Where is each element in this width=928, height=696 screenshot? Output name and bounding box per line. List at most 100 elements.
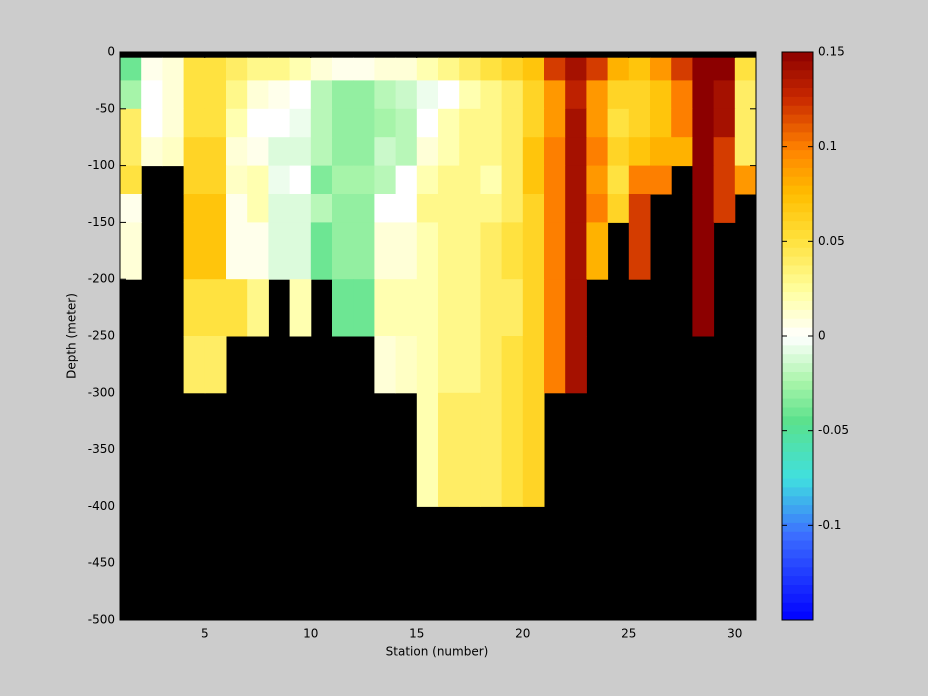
colorbar-swatch — [782, 131, 813, 142]
heatmap-cell — [480, 222, 503, 280]
heatmap-cell — [438, 222, 460, 280]
heatmap-cell — [416, 165, 439, 195]
heatmap-cell — [353, 279, 375, 337]
heatmap-cell — [332, 108, 354, 138]
heatmap-cell — [459, 80, 481, 110]
colorbar-tick-label: -0.05 — [818, 423, 849, 437]
colorbar-tick-label: 0 — [818, 329, 826, 343]
heatmap-cell — [544, 108, 566, 138]
heatmap-cell — [289, 80, 312, 110]
heatmap-cell — [713, 194, 736, 223]
heatmap-cell — [226, 165, 248, 195]
heatmap-cell — [268, 108, 291, 138]
colorbar-swatch — [782, 469, 813, 479]
heatmap-cell — [353, 222, 375, 280]
colorbar-swatch — [782, 407, 813, 417]
heatmap-cell — [332, 137, 354, 167]
y-tick-label: -350 — [88, 442, 115, 456]
colorbar-swatch — [782, 52, 813, 62]
heatmap-cell — [204, 137, 227, 167]
heatmap-cell — [183, 137, 206, 167]
heatmap-cell — [374, 137, 397, 167]
heatmap-cell — [183, 194, 206, 223]
heatmap-cell — [607, 108, 630, 138]
heatmap-cell — [692, 222, 715, 280]
colorbar-swatch — [782, 566, 813, 577]
y-tick-label: -450 — [88, 556, 115, 570]
heatmap-cell — [438, 108, 460, 138]
heatmap-cell — [565, 194, 587, 223]
heatmap-cell — [480, 392, 503, 507]
colorbar-swatch — [782, 229, 813, 239]
y-tick-label: -100 — [88, 158, 115, 172]
heatmap-cell — [247, 165, 269, 195]
heatmap-cell — [353, 165, 375, 195]
heatmap-cell — [480, 194, 503, 223]
colorbar-swatch — [782, 78, 813, 88]
heatmap-cell — [395, 80, 418, 110]
heatmap-cell — [395, 336, 418, 394]
heatmap-cell — [416, 336, 439, 394]
heatmap-cell — [565, 80, 587, 110]
heatmap-cell — [141, 137, 163, 167]
y-tick-label: 0 — [107, 45, 115, 59]
heatmap-cell — [226, 80, 248, 110]
colorbar-swatch — [782, 398, 813, 408]
heatmap-cell — [692, 194, 715, 223]
heatmap-cell — [628, 222, 651, 280]
heatmap-cell — [183, 57, 206, 81]
heatmap-cell — [374, 165, 397, 195]
heatmap-cell — [353, 137, 375, 167]
heatmap-cell — [650, 57, 672, 81]
heatmap-cell — [607, 80, 630, 110]
heatmap-cell — [162, 57, 185, 81]
heatmap-cell — [522, 222, 545, 280]
heatmap-cell — [628, 137, 651, 167]
heatmap-cell — [120, 222, 142, 280]
colorbar-swatch — [782, 176, 813, 186]
heatmap-cell — [332, 194, 354, 223]
heatmap-cell — [713, 57, 736, 81]
colorbar-swatch — [782, 549, 813, 559]
heatmap-cell — [395, 57, 418, 81]
colorbar-swatch — [782, 247, 813, 257]
heatmap-cell — [565, 279, 587, 337]
heatmap-cell — [522, 57, 545, 81]
colorbar-swatch — [782, 96, 813, 106]
heatmap-cell — [289, 165, 312, 195]
heatmap-cell — [459, 392, 481, 507]
heatmap-cell — [734, 137, 757, 167]
heatmap-cell — [480, 108, 503, 138]
colorbar-swatch — [782, 300, 813, 310]
heatmap-cell — [607, 194, 630, 223]
heatmap-cell — [374, 194, 397, 223]
colorbar-swatch — [782, 593, 813, 603]
heatmap-cell — [501, 222, 524, 280]
heatmap-cell — [247, 137, 269, 167]
heatmap-cell — [247, 80, 269, 110]
heatmap-cell — [565, 222, 587, 280]
heatmap-cell — [438, 137, 460, 167]
heatmap-cell — [713, 137, 736, 167]
heatmap-cell — [289, 222, 312, 280]
heatmap-cell — [204, 80, 227, 110]
heatmap-cell — [268, 194, 291, 223]
heatmap-cell — [522, 336, 545, 394]
heatmap-cell — [713, 165, 736, 195]
heatmap-cell — [374, 108, 397, 138]
colorbar-swatch — [782, 265, 813, 275]
heatmap-cell — [353, 57, 375, 81]
heatmap-cell — [586, 57, 609, 81]
heatmap-cell — [332, 57, 354, 81]
heatmap-cell — [438, 165, 460, 195]
heatmap-cell — [544, 222, 566, 280]
colorbar-swatch — [782, 380, 813, 390]
heatmap-cell — [734, 165, 757, 195]
heatmap-cell — [628, 194, 651, 223]
heatmap-cell — [544, 336, 566, 394]
heatmap-cell — [183, 80, 206, 110]
colorbar-swatch — [782, 540, 813, 550]
colorbar-swatch — [782, 433, 813, 443]
heatmap-cell — [395, 194, 418, 223]
heatmap-cell — [395, 222, 418, 280]
